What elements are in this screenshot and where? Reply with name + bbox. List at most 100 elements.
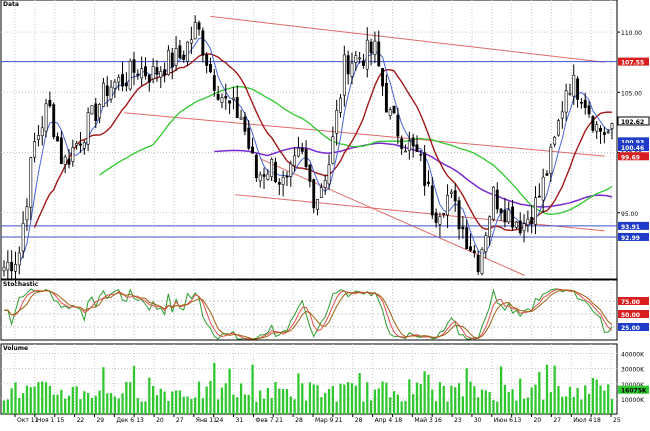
candle-body-50 <box>193 22 197 40</box>
volume-bar-129 <box>496 401 499 414</box>
candle-body-107 <box>411 137 415 147</box>
candle-body-156 <box>599 127 602 132</box>
xtick-label-5: Дек 6 <box>116 417 134 424</box>
volume-bar-137 <box>526 397 530 414</box>
candle-body-24 <box>94 103 98 122</box>
volume-bar-64 <box>247 394 250 414</box>
volume-bar-22 <box>86 393 90 414</box>
stoch-slow-line <box>3 289 613 340</box>
candle-body-104 <box>400 138 404 149</box>
stoch-level-label-2: 25.00 <box>621 325 640 332</box>
volume-bar-147 <box>564 396 568 414</box>
candle-body-45 <box>174 48 178 66</box>
volume-bar-117 <box>450 385 453 414</box>
volume-bar-87 <box>335 401 338 414</box>
ma-mid-line <box>99 85 613 215</box>
volume-bar-159 <box>610 399 614 414</box>
candle-body-70 <box>270 159 274 177</box>
xtick-label-11: 31 <box>236 417 244 424</box>
volume-bar-78 <box>301 383 304 414</box>
candle-body-6 <box>25 206 29 221</box>
volume-bar-16 <box>64 398 67 414</box>
volume-bar-9 <box>37 382 40 414</box>
stoch-level-label-bg-2 <box>618 323 649 331</box>
price-label-2: 100.93 <box>621 139 644 146</box>
volume-bar-15 <box>60 389 63 414</box>
volume-bar-61 <box>236 397 239 414</box>
candle-body-155 <box>595 124 599 132</box>
volume-bar-39 <box>151 385 155 414</box>
volume-bar-34 <box>132 366 136 414</box>
volume-bar-98 <box>377 388 380 414</box>
volume-bar-140 <box>538 371 541 414</box>
price-label-bg-0 <box>618 57 649 66</box>
candle-body-48 <box>186 41 189 62</box>
candle-body-122 <box>469 246 472 251</box>
volume-bar-130 <box>499 366 503 414</box>
candle-body-121 <box>465 227 469 250</box>
candle-body-141 <box>541 176 545 201</box>
volume-bar-11 <box>44 382 48 414</box>
volume-bar-25 <box>98 390 101 414</box>
candle-body-62 <box>239 117 243 120</box>
volume-bar-151 <box>580 399 583 414</box>
volume-bar-32 <box>125 381 128 414</box>
volume-bar-128 <box>492 400 495 414</box>
volume-bar-57 <box>220 387 224 414</box>
candle-body-14 <box>56 136 59 142</box>
candle-body-109 <box>419 153 423 156</box>
candle-body-79 <box>304 149 308 167</box>
candle-body-34 <box>132 59 136 73</box>
volume-bar-97 <box>373 389 377 414</box>
candle-body-11 <box>44 103 48 132</box>
candle-body-140 <box>537 195 541 198</box>
xtick-label-16: 21 <box>335 417 343 424</box>
candle-body-96 <box>369 41 373 54</box>
candle-body-159 <box>610 123 614 129</box>
candle-body-69 <box>266 173 270 180</box>
candle-body-8 <box>33 141 37 158</box>
candle-body-139 <box>534 197 537 225</box>
volume-bar-72 <box>278 388 281 414</box>
ytick-label-main-3: 110.00 <box>621 30 642 37</box>
candle-body-81 <box>312 179 316 209</box>
xtick-label-14: 28 <box>295 417 303 424</box>
volume-bar-82 <box>316 385 319 414</box>
price-label-1: 102.62 <box>621 119 644 126</box>
candle-body-143 <box>549 146 553 174</box>
candle-body-13 <box>52 104 56 138</box>
candle-body-93 <box>358 57 362 60</box>
candle-body-38 <box>147 75 151 83</box>
volume-bar-143 <box>549 392 552 414</box>
volume-bar-99 <box>381 381 384 414</box>
candle-body-58 <box>224 96 228 99</box>
volume-bar-1 <box>6 399 9 414</box>
candle-body-100 <box>384 83 388 113</box>
xtick-label-7: 20 <box>156 417 164 424</box>
panel-label-main: Data <box>3 1 19 8</box>
volume-bar-43 <box>167 400 170 414</box>
xtick-label-22: 23 <box>454 417 462 424</box>
volume-bar-113 <box>434 401 438 414</box>
volume-bar-102 <box>392 391 396 414</box>
candle-body-39 <box>151 66 155 80</box>
candle-body-32 <box>124 82 128 87</box>
candle-body-83 <box>319 187 323 198</box>
panel-frame-1 <box>0 279 618 341</box>
candle-body-66 <box>254 154 258 179</box>
candle-body-68 <box>262 174 266 177</box>
candle-body-36 <box>140 68 144 79</box>
price-label-bg-4 <box>618 152 649 161</box>
volume-bar-74 <box>285 389 289 414</box>
volume-bar-3 <box>14 382 17 414</box>
stoch-level-label-1: 50.00 <box>621 312 640 319</box>
volume-bar-144 <box>553 365 556 414</box>
volume-bar-31 <box>121 393 124 414</box>
candle-body-117 <box>449 191 453 194</box>
volume-bar-133 <box>511 389 514 414</box>
volume-bar-86 <box>331 385 334 414</box>
volume-bar-149 <box>572 396 575 414</box>
xtick-label-27: 27 <box>553 417 561 424</box>
candle-body-42 <box>163 69 167 76</box>
volume-bar-154 <box>591 377 595 414</box>
